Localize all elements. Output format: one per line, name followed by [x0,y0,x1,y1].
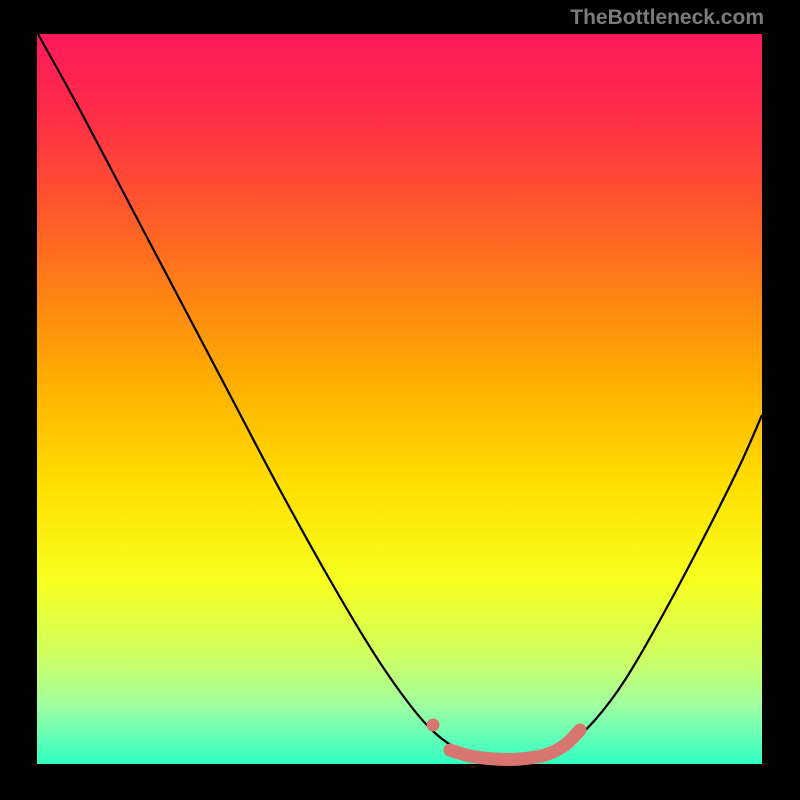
optimal-point-marker [427,719,440,732]
plot-background [37,34,762,764]
watermark-text: TheBottleneck.com [570,6,764,30]
bottleneck-curve-chart [0,0,800,800]
chart-container: TheBottleneck.com [0,0,800,800]
